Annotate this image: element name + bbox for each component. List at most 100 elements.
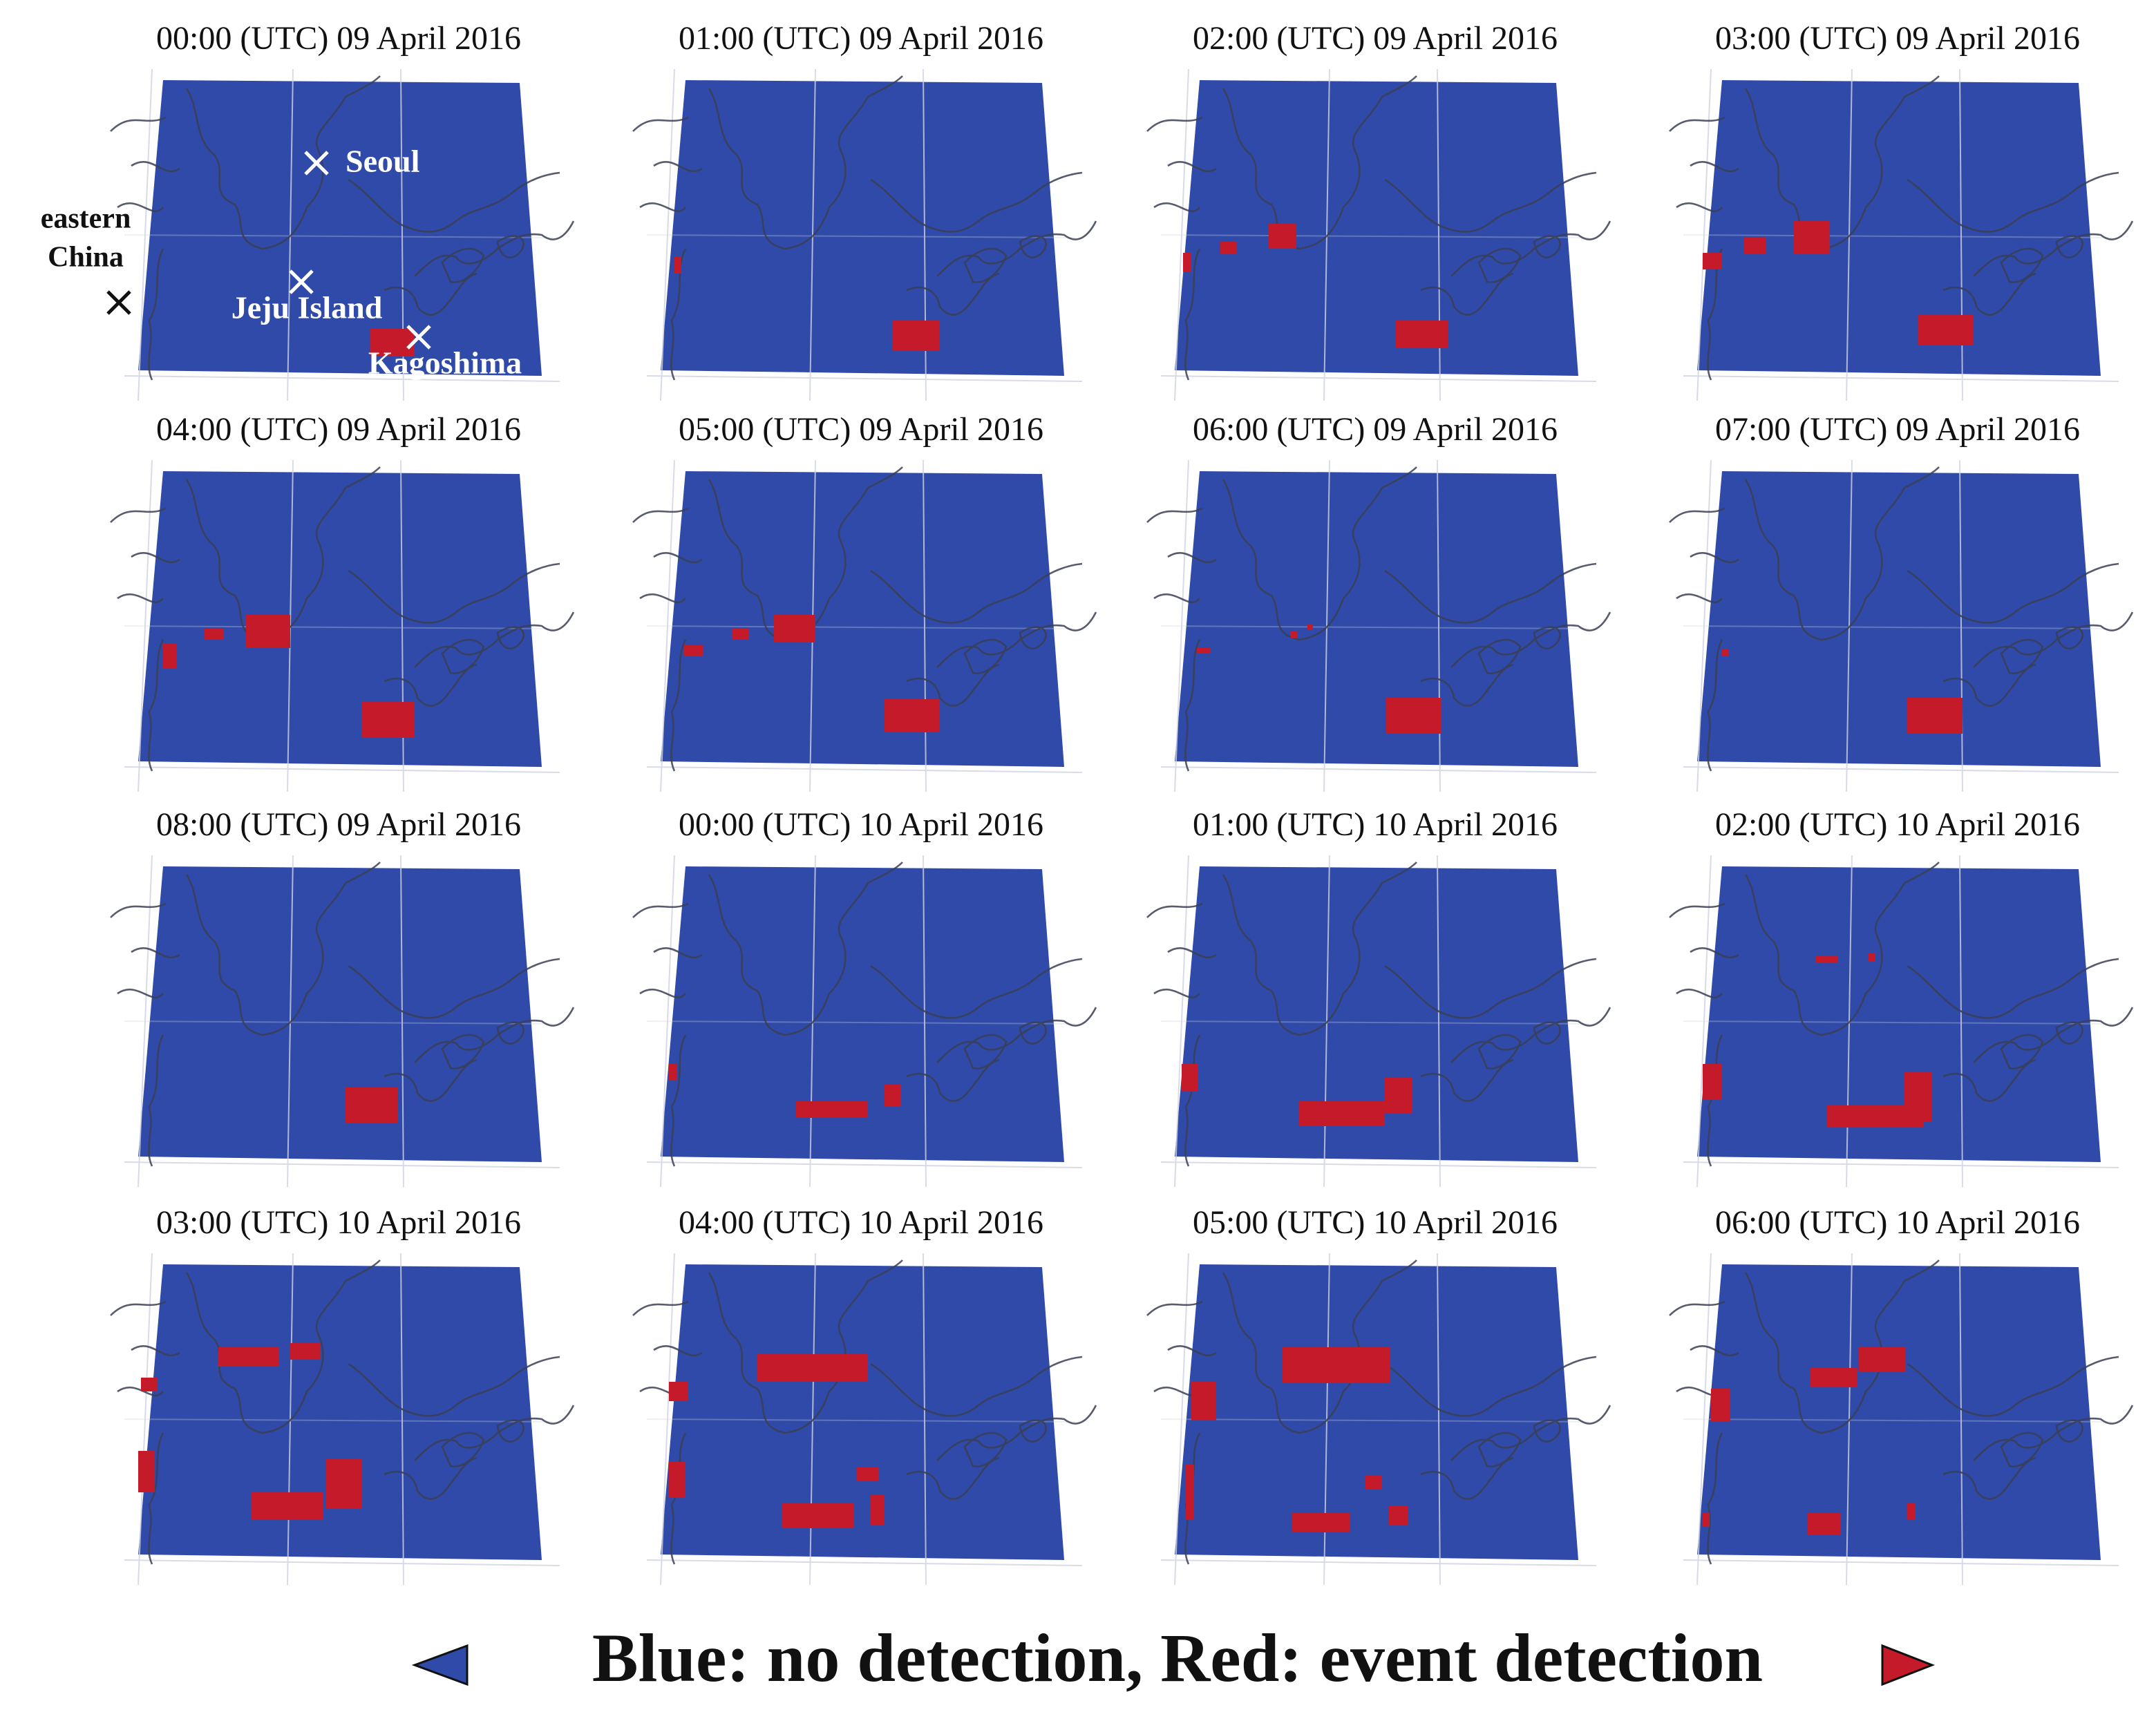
event-detection bbox=[1186, 1465, 1194, 1520]
map-area bbox=[1697, 1264, 2101, 1560]
coast bbox=[1450, 1405, 1611, 1461]
coast bbox=[1184, 1034, 1201, 1167]
event-detection bbox=[857, 1467, 879, 1481]
event-detection bbox=[757, 1354, 868, 1382]
coast bbox=[348, 1356, 560, 1417]
coast bbox=[906, 272, 1000, 316]
meridian bbox=[1696, 1253, 1712, 1586]
coast bbox=[1019, 235, 1047, 258]
coast bbox=[1973, 220, 2134, 277]
coast bbox=[1384, 958, 1597, 1019]
parallel bbox=[646, 1559, 1083, 1566]
parallel bbox=[646, 625, 1076, 629]
map-area bbox=[661, 1264, 1064, 1560]
parallel bbox=[124, 1161, 560, 1168]
event-detection bbox=[669, 1064, 677, 1081]
panel-title: 00:00 (UTC) 10 April 2016 bbox=[679, 806, 1043, 843]
event-detection bbox=[1220, 242, 1237, 254]
parallel bbox=[1160, 1418, 1590, 1423]
meridian bbox=[138, 1253, 153, 1586]
label-kagoshima: Kagoshima bbox=[368, 345, 522, 381]
coast bbox=[1477, 247, 1522, 283]
coast bbox=[906, 663, 1000, 707]
coast bbox=[414, 611, 575, 668]
meridian bbox=[1437, 459, 1441, 792]
meridian bbox=[1959, 1253, 1963, 1586]
detections bbox=[1722, 649, 1963, 734]
coast bbox=[1450, 1007, 1611, 1063]
detections bbox=[1197, 625, 1441, 734]
detections bbox=[669, 1354, 885, 1528]
coast bbox=[936, 611, 1097, 668]
meridian bbox=[1174, 68, 1189, 401]
event-detection bbox=[1385, 1078, 1412, 1114]
event-detection bbox=[1810, 1368, 1857, 1387]
event-detection bbox=[1283, 1347, 1390, 1383]
panel-title: 03:00 (UTC) 10 April 2016 bbox=[156, 1204, 521, 1241]
event-detection bbox=[1907, 698, 1963, 734]
coastline bbox=[110, 466, 575, 772]
marker-jeju bbox=[289, 269, 314, 294]
meridian bbox=[1437, 1253, 1441, 1586]
map-area bbox=[661, 80, 1064, 376]
coast bbox=[1669, 116, 1739, 212]
coast bbox=[870, 1356, 1083, 1417]
legend-text: Blue: no detection, Red: event detection bbox=[592, 1619, 1763, 1696]
coast bbox=[1942, 1456, 2036, 1500]
coast bbox=[2000, 638, 2044, 674]
coastline bbox=[1146, 862, 1611, 1167]
coast bbox=[1707, 1034, 1723, 1167]
coast bbox=[384, 272, 477, 316]
coast bbox=[1533, 1419, 1561, 1443]
legend-arrow-blue bbox=[411, 1644, 469, 1686]
coast bbox=[1384, 1356, 1597, 1417]
panels: 00:00 (UTC) 09 April 2016 01:00 (UTC) 09 … bbox=[110, 20, 2134, 1586]
map-panel: 03:00 (UTC) 10 April 2016 bbox=[110, 1204, 575, 1586]
coast bbox=[185, 862, 381, 1036]
coast bbox=[670, 1432, 687, 1565]
meridian bbox=[138, 855, 153, 1188]
coast bbox=[496, 235, 524, 258]
map-area bbox=[1175, 866, 1578, 1162]
parallel bbox=[646, 234, 1076, 238]
panel-title: 02:00 (UTC) 09 April 2016 bbox=[1193, 20, 1558, 57]
coastline bbox=[110, 75, 575, 381]
coast bbox=[1384, 562, 1597, 624]
map-panel: 04:00 (UTC) 10 April 2016 bbox=[632, 1204, 1097, 1586]
coast bbox=[110, 902, 180, 998]
parallel bbox=[124, 1559, 560, 1566]
event-detection bbox=[141, 1378, 158, 1391]
event-detection bbox=[1307, 625, 1313, 630]
coast bbox=[1942, 272, 2036, 316]
parallel bbox=[646, 766, 1083, 773]
panel-title: 08:00 (UTC) 09 April 2016 bbox=[156, 806, 521, 843]
legend: Blue: no detection, Red: event detection bbox=[411, 1619, 1936, 1696]
coast bbox=[110, 116, 180, 212]
meridian bbox=[1696, 855, 1712, 1188]
map-panel: 04:00 (UTC) 09 April 2016 bbox=[110, 411, 575, 792]
coast bbox=[441, 1034, 485, 1070]
parallel bbox=[646, 1418, 1076, 1423]
event-detection bbox=[684, 645, 703, 656]
panel-title: 06:00 (UTC) 10 April 2016 bbox=[1715, 1204, 2080, 1241]
coast bbox=[414, 1007, 575, 1063]
parallel bbox=[1160, 1020, 1590, 1025]
coast bbox=[1533, 626, 1561, 649]
coast bbox=[1019, 1021, 1047, 1045]
event-detection bbox=[163, 644, 177, 669]
coast bbox=[110, 507, 180, 603]
coastline bbox=[632, 1260, 1097, 1565]
panel-title: 03:00 (UTC) 09 April 2016 bbox=[1715, 20, 2080, 57]
parallel bbox=[124, 375, 560, 382]
coast bbox=[632, 902, 703, 998]
coast bbox=[1477, 1034, 1522, 1070]
coast bbox=[1019, 626, 1047, 649]
map-panel: 05:00 (UTC) 10 April 2016 bbox=[1146, 1204, 1611, 1586]
panel-title: 05:00 (UTC) 09 April 2016 bbox=[679, 411, 1043, 448]
coast bbox=[708, 862, 903, 1036]
coast bbox=[2000, 1432, 2044, 1467]
map-panel: 05:00 (UTC) 09 April 2016 bbox=[632, 411, 1097, 792]
meridian bbox=[1437, 855, 1441, 1188]
event-detection bbox=[1191, 1382, 1216, 1420]
map-panel: 07:00 (UTC) 09 April 2016 bbox=[1669, 411, 2134, 792]
